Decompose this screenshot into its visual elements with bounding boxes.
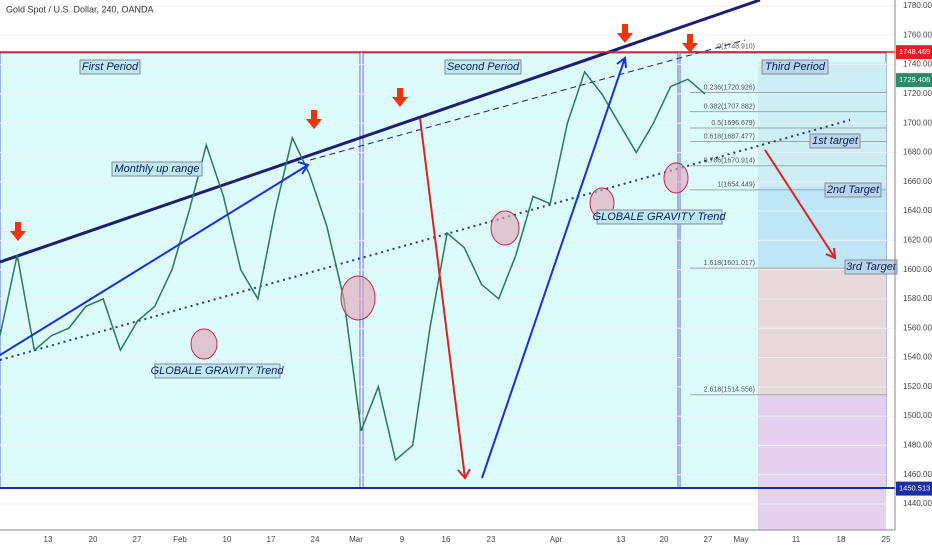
fib-label: 0.618(1687.477) [704, 133, 755, 140]
y-tick-label: 1520.000 [903, 382, 932, 391]
fib-label: 0(1748.910) [717, 43, 755, 50]
annotation: 1st target [812, 135, 859, 147]
fib-zones [758, 62, 886, 530]
y-tick-label: 1680.000 [903, 148, 932, 157]
x-tick-label: 20 [89, 535, 98, 544]
price-badge-label: 1729.406 [899, 75, 930, 84]
y-tick-label: 1500.000 [903, 411, 932, 420]
price-badge [896, 45, 932, 60]
x-tick-label: May [733, 535, 748, 544]
price-badge [896, 73, 932, 88]
annotation: Second Period [447, 61, 520, 73]
y-tick-label: 1640.000 [903, 206, 932, 215]
y-tick-label: 1580.000 [903, 294, 932, 303]
x-tick-label: Mar [349, 535, 363, 544]
annotation: 2nd Target [826, 184, 880, 196]
x-tick-label: 25 [882, 535, 891, 544]
price-badge [896, 481, 932, 496]
arrows [0, 56, 837, 480]
x-tick-label: 10 [223, 535, 232, 544]
price-badge-label: 1450.513 [899, 484, 930, 493]
y-tick-label: 1560.000 [903, 323, 932, 332]
monthly-trendline [0, 0, 761, 264]
fib-label: 0.236(1720.926) [704, 84, 755, 91]
y-tick-label: 1540.000 [903, 353, 932, 362]
annotation: GLOBALE GRAVITY Trend [151, 365, 285, 377]
x-tick-label: 9 [400, 535, 405, 544]
price-path [0, 70, 706, 462]
x-tick-label: 13 [44, 535, 53, 544]
x-tick-label: 24 [311, 535, 320, 544]
fib-label: 1.618(1601.017) [704, 260, 755, 267]
y-tick-label: 1760.000 [903, 30, 932, 39]
y-tick-label: 1600.000 [903, 265, 932, 274]
x-tick-label: Apr [550, 535, 563, 544]
annotation: 3rd Target [846, 261, 897, 273]
fib-label: 1(1654.449) [717, 182, 755, 189]
channel-dashed [309, 39, 746, 161]
annotation: First Period [82, 61, 139, 73]
gravity-circles [190, 162, 689, 360]
fib-label: 0.5(1696.679) [711, 120, 755, 127]
x-tick-label: 18 [837, 535, 846, 544]
x-tick-label: 17 [267, 535, 276, 544]
x-tick-label: 11 [792, 535, 801, 544]
red-markers [10, 24, 698, 241]
y-tick-label: 1720.000 [903, 89, 932, 98]
y-tick-label: 1440.000 [903, 499, 932, 508]
annotation: Monthly up range [115, 163, 200, 175]
y-tick-label: 1780.000 [903, 1, 932, 10]
x-tick-label: 20 [660, 535, 669, 544]
x-tick-label: 27 [704, 535, 713, 544]
chart-title: Gold Spot / U.S. Dollar, 240, OANDA [6, 4, 154, 14]
first-period-box [0, 52, 361, 489]
fib-label: 0.382(1707.882) [704, 103, 755, 110]
y-tick-label: 1740.000 [903, 60, 932, 69]
y-tick-label: 1460.000 [903, 470, 932, 479]
y-tick-label: 1620.000 [903, 235, 932, 244]
x-tick-label: Feb [173, 535, 187, 544]
x-tick-label: 16 [442, 535, 451, 544]
y-tick-label: 1480.000 [903, 441, 932, 450]
annotation: GLOBALE GRAVITY Trend [593, 211, 727, 223]
x-tick-label: 27 [133, 535, 142, 544]
x-tick-label: 13 [617, 535, 626, 544]
second-period-box [362, 52, 679, 489]
x-tick-label: 23 [487, 535, 496, 544]
fib-label: 2.618(1514.556) [704, 387, 755, 394]
annotation: Third Period [765, 61, 826, 73]
y-tick-label: 1660.000 [903, 177, 932, 186]
fib-label: 0.786(1670.914) [704, 158, 755, 165]
price-badge-label: 1748.469 [899, 47, 930, 56]
y-tick-label: 1700.000 [903, 118, 932, 127]
